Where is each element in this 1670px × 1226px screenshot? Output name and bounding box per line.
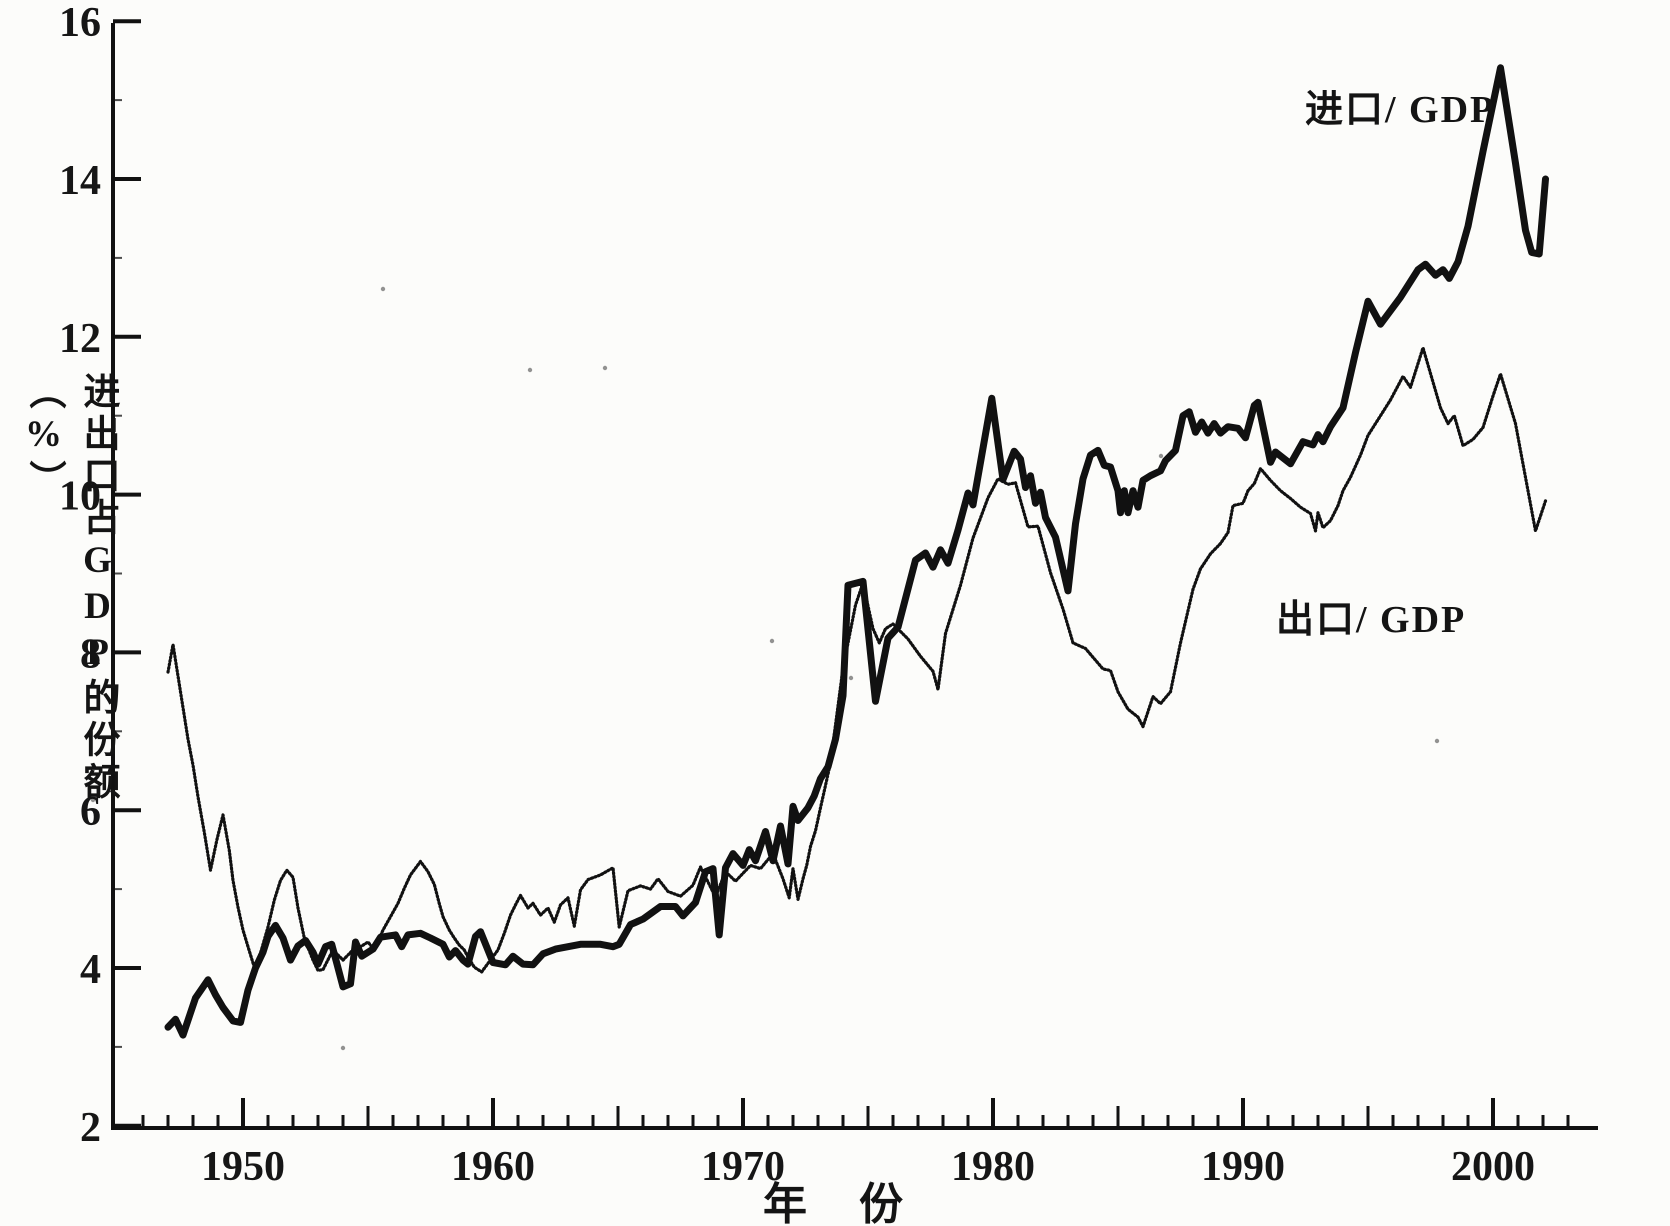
y-tick-label-8: 8: [80, 631, 101, 677]
scan-speckle-2: [769, 638, 775, 644]
series-label-imports: 进口/ GDP: [1305, 89, 1496, 131]
scan-speckle-4: [340, 1045, 346, 1051]
y-tick-label-12: 12: [59, 316, 101, 362]
imports-line: [164, 64, 1549, 1039]
y-tick-label-16: 16: [59, 0, 101, 46]
y-tick-label-10: 10: [59, 474, 101, 520]
scan-speckle-0: [380, 286, 386, 292]
scan-speckle-8: [527, 367, 533, 373]
y-tick-label-2: 2: [80, 1105, 101, 1151]
x-tick-label-1960: 1960: [451, 1144, 535, 1190]
x-tick-label-2000: 2000: [1451, 1144, 1535, 1190]
x-axis-title: 年 份: [763, 1180, 907, 1226]
x-tick-label-1990: 1990: [1201, 1144, 1285, 1190]
y-tick-label-6: 6: [80, 789, 101, 835]
x-tick-label-1950: 1950: [201, 1144, 285, 1190]
x-tick-label-1970: 1970: [701, 1144, 785, 1190]
y-axis-title: 进出口占GDP的份额（%）: [23, 372, 118, 804]
y-tick-label-14: 14: [59, 158, 101, 204]
x-tick-label-1980: 1980: [951, 1144, 1035, 1190]
scan-speckle-1: [602, 365, 608, 371]
y-tick-label-4: 4: [80, 947, 101, 993]
scan-speckle-3: [1158, 453, 1164, 459]
exports-line: [166, 346, 1548, 974]
scan-speckle-6: [90, 797, 96, 803]
scan-speckle-5: [848, 675, 854, 681]
scan-speckle-7: [1434, 738, 1440, 744]
series-label-exports: 出口/ GDP: [1276, 599, 1467, 641]
